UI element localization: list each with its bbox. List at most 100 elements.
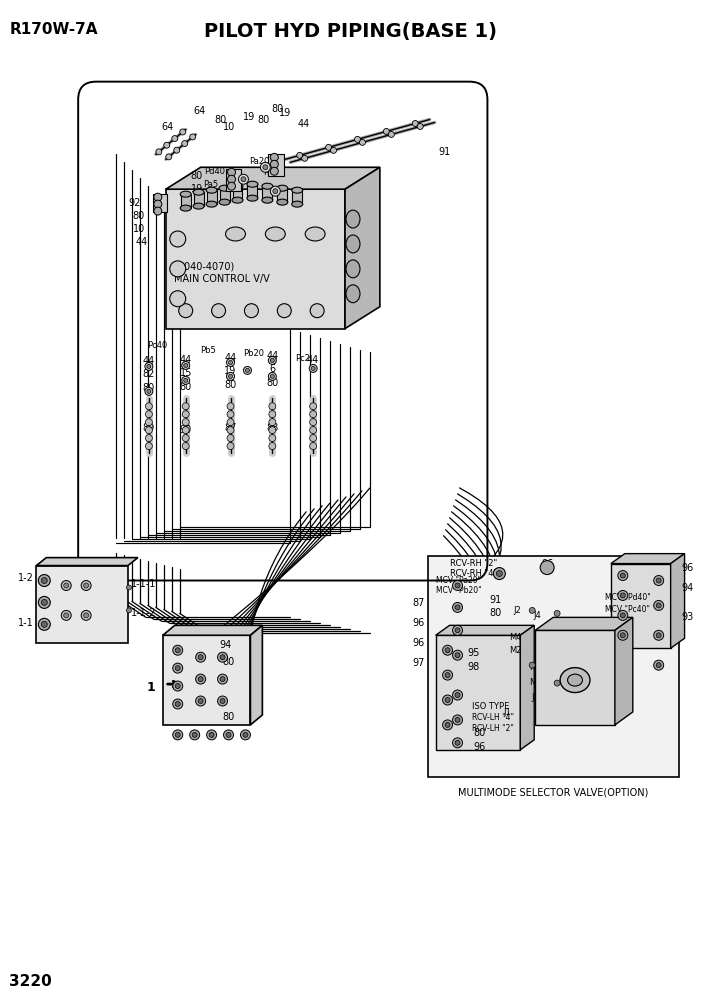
Circle shape [453,650,463,661]
Circle shape [145,419,152,426]
Circle shape [170,231,186,247]
Bar [277,188,287,202]
Ellipse shape [180,191,191,197]
Text: 96: 96 [413,618,425,628]
Text: 87: 87 [412,598,425,608]
Text: 94: 94 [682,583,694,593]
Text: 3220: 3220 [9,974,52,989]
Text: 1-2: 1-2 [18,572,34,582]
Circle shape [268,356,277,364]
Circle shape [310,434,317,441]
Text: RCV-RH "2": RCV-RH "2" [450,559,498,568]
Text: 19: 19 [190,185,203,194]
Circle shape [145,427,152,434]
Circle shape [39,618,51,630]
Circle shape [145,434,152,441]
Circle shape [227,169,235,177]
Text: 90: 90 [180,426,192,435]
Circle shape [654,661,663,671]
Circle shape [227,442,234,449]
Circle shape [455,605,460,610]
Circle shape [147,389,151,393]
Bar [220,188,230,202]
Text: ISO TYPE: ISO TYPE [472,702,510,711]
Text: 82: 82 [143,369,155,379]
Circle shape [453,602,463,612]
Circle shape [453,690,463,700]
Circle shape [654,575,663,585]
Circle shape [41,599,47,605]
Circle shape [183,411,190,418]
Circle shape [388,131,395,138]
Circle shape [173,730,183,740]
Circle shape [445,722,450,727]
Circle shape [223,730,234,740]
Circle shape [302,156,307,162]
Text: RCV-LH "2": RCV-LH "2" [472,724,515,733]
Circle shape [656,663,661,668]
Circle shape [310,442,317,449]
Circle shape [156,149,161,155]
Circle shape [494,567,505,579]
Text: Pd40: Pd40 [204,167,225,176]
Circle shape [198,655,203,660]
Circle shape [270,358,274,362]
Text: (4040-4070): (4040-4070) [174,262,234,272]
Circle shape [445,648,450,653]
Text: Pd2: Pd2 [263,168,279,177]
Text: 96: 96 [541,558,553,568]
Text: J3: J3 [531,692,539,701]
Circle shape [618,610,628,620]
Text: 19: 19 [244,111,256,121]
Text: MAIN CONTROL V/V: MAIN CONTROL V/V [174,274,270,284]
Circle shape [81,610,91,620]
Circle shape [656,603,661,608]
Ellipse shape [277,199,288,205]
Circle shape [227,419,234,426]
Circle shape [311,366,315,370]
Circle shape [220,698,225,703]
Circle shape [455,692,460,697]
Ellipse shape [560,668,590,692]
Circle shape [445,673,450,678]
Circle shape [445,697,450,702]
Circle shape [453,580,463,590]
Text: 97: 97 [412,658,425,669]
Text: 44: 44 [143,356,155,366]
Circle shape [190,134,196,140]
Circle shape [84,613,88,618]
Text: 1-1-2: 1-1-2 [131,608,157,618]
Text: 96: 96 [473,742,486,752]
Circle shape [183,442,190,449]
Circle shape [654,600,663,610]
Bar [194,192,204,206]
Circle shape [174,147,180,153]
Text: M3: M3 [529,663,541,672]
Circle shape [173,699,183,709]
Circle shape [270,161,278,169]
Circle shape [310,403,317,410]
Circle shape [618,570,628,580]
Circle shape [442,645,453,655]
Circle shape [442,671,453,681]
Circle shape [147,364,151,368]
Text: 10: 10 [223,122,236,133]
Bar [180,194,191,208]
Bar [206,190,217,204]
Text: PILOT HYD PIPING(BASE 1): PILOT HYD PIPING(BASE 1) [204,22,498,41]
Circle shape [176,683,180,688]
Circle shape [61,610,71,620]
Circle shape [310,427,317,434]
Ellipse shape [219,186,230,191]
Circle shape [417,123,423,129]
Circle shape [176,648,180,653]
Polygon shape [436,625,534,635]
Text: 80: 80 [616,647,628,658]
Text: RCV-LH "4": RCV-LH "4" [472,713,515,722]
Text: 80: 80 [190,172,203,182]
Circle shape [270,186,280,196]
Text: MCV "Pc40": MCV "Pc40" [605,605,650,614]
Circle shape [166,154,172,160]
Ellipse shape [292,187,303,193]
Text: M2: M2 [509,646,522,655]
